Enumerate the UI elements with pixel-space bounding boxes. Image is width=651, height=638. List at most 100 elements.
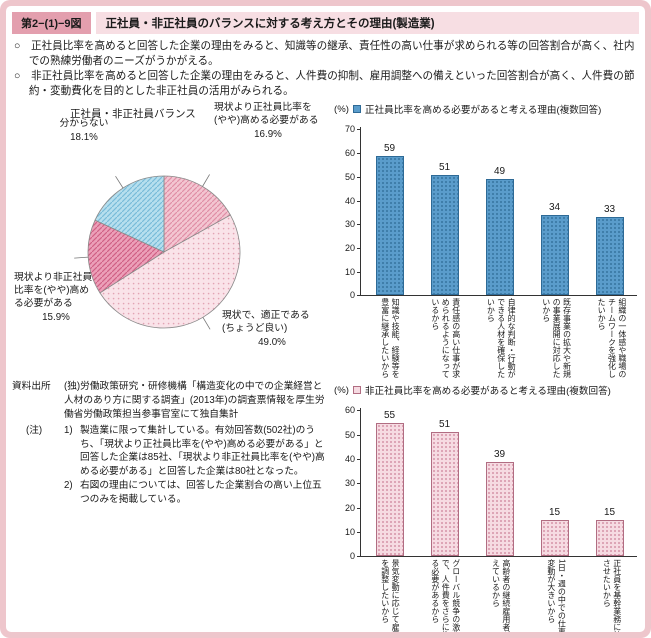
category-labels: 景気変動に応じて雇用量を調整したいから グローバル競争の激化等で、人件費をさらに抑… — [362, 559, 639, 632]
source-text: (独)労働政策研究・研修機構「構造変化の中での企業経営と人材のあり方に関する調査… — [64, 381, 325, 420]
bar — [595, 217, 624, 296]
source-label: 資料出所 — [12, 381, 51, 393]
y-tick-label: 50 — [344, 171, 355, 182]
legend-square-icon — [352, 386, 361, 395]
bar-chart-regular: (%) 正社員比率を高める必要があると考える理由(複数回答) 0 10 20 30 40… — [334, 102, 639, 380]
bar-value-label: 39 — [493, 448, 506, 460]
bar-value-label: 51 — [438, 161, 451, 173]
bar — [430, 174, 459, 296]
pie-leader-line — [202, 174, 210, 188]
note-text: 製造業に限って集計している。有効回答数(502社)のうち、「現状より正社員比率を… — [80, 424, 325, 478]
y-tick-label: 10 — [344, 266, 355, 277]
pie-slice — [99, 214, 241, 329]
y-tick-label: 0 — [349, 551, 355, 562]
bar — [430, 432, 459, 557]
pie-slice — [87, 220, 165, 294]
pie-label-text: 現状より正社員比率を(やや)高める必要がある — [214, 102, 319, 127]
y-axis — [360, 408, 361, 558]
pie-svg — [74, 174, 241, 330]
pie-label-appropriate: 現状で、適正である(ちょうど良い) 49.0% — [222, 310, 322, 349]
bar-value-label: 49 — [493, 166, 506, 178]
category-label: 知識や技能、経験等を豊富に継承したいから — [380, 298, 401, 379]
bar — [595, 519, 624, 557]
bar-value-label: 34 — [548, 201, 561, 213]
y-tick-mark — [357, 129, 360, 131]
y-tick-label: 30 — [344, 478, 355, 489]
category-label: 高齢者の継続雇用者が増えているから — [491, 559, 511, 632]
pie-label-raise-regular: 現状より正社員比率を(やや)高める必要がある 16.9% — [214, 102, 322, 141]
bar — [485, 179, 514, 296]
bar-value-label: 15 — [548, 506, 561, 518]
category-cell: 既存事業の拡大や新規の事業展開に対応したいから — [528, 298, 583, 380]
pie-label-pct: 18.1% — [70, 132, 98, 144]
category-cell: 景気変動に応じて雇用量を調整したいから — [362, 559, 417, 632]
figure-content: 正社員・非正社員バランス 現状より正社員比率を(やや)高める必要がある 16.9… — [12, 102, 639, 632]
category-cell: 自律的な判断・行動ができる人材を確保したいから — [473, 298, 528, 380]
category-cell: 組織の一体感や職場のチームワークを強化したいから — [584, 298, 639, 380]
y-tick-mark — [357, 434, 360, 436]
summary-bullets: ○ 正社員比率を高めると回答した企業の理由をみると、知識等の継承、責任性の高い仕… — [14, 39, 637, 98]
category-label: 景気変動に応じて雇用量を調整したいから — [380, 559, 401, 632]
pie-label-pct: 15.9% — [42, 311, 70, 323]
category-label: 組織の一体感や職場のチームワークを強化したいから — [597, 298, 627, 379]
category-label: 1日・週の中での仕事量の変動が大きいから — [546, 559, 567, 632]
chart-title: 非正社員比率を高める必要があると考える理由(複数回答) — [364, 386, 611, 398]
note-text: 右図の理由については、回答した企業割合の高い上位五つのみを掲載している。 — [80, 479, 322, 505]
bar — [375, 422, 404, 557]
y-tick-label: 10 — [344, 527, 355, 538]
y-tick-mark — [357, 224, 360, 226]
pie-chart: 正社員・非正社員バランス 現状より正社員比率を(やや)高める必要がある 16.9… — [12, 102, 334, 368]
bar — [485, 461, 514, 557]
note-number: 2) — [64, 479, 73, 491]
pie-label-text: 現状で、適正である(ちょうど良い) — [222, 310, 310, 335]
category-cell: 正社員を基幹業務に特化させたいから — [584, 559, 639, 632]
pie-label-raise-nonregular: 現状より非正社員比率を(やや)高める必要がある 15.9% — [14, 272, 98, 324]
bullet-text: 非正社員比率を高めると回答した企業の理由をみると、人件費の抑制、雇用調整への備え… — [28, 70, 635, 97]
category-cell: 責任感の高い仕事が求められるようになっているから — [417, 298, 472, 380]
category-cell: グローバル競争の激化等で、人件費をさらに抑える必要があるから — [417, 559, 472, 632]
pie-leader-line — [74, 257, 89, 259]
category-cell: 高齢者の継続雇用者が増えているから — [473, 559, 528, 632]
figure-inner: 第2−(1)−9図 正社員・非正社員のバランスに対する考え方とその理由(製造業)… — [6, 6, 645, 632]
pie-leader-line — [115, 176, 124, 189]
chart-head: (%) 非正社員比率を高める必要があると考える理由(複数回答) — [334, 383, 639, 398]
category-cell: 知識や技能、経験等を豊富に継承したいから — [362, 298, 417, 380]
y-tick-label: 60 — [344, 148, 355, 159]
pie-label-text: 分からない — [59, 118, 109, 130]
y-tick-mark — [357, 248, 360, 250]
chart-head: (%) 正社員比率を高める必要があると考える理由(複数回答) — [334, 102, 639, 117]
note-number: 1) — [64, 424, 73, 436]
y-tick-label: 20 — [344, 243, 355, 254]
notes-label: (注) — [26, 424, 43, 436]
y-tick-label: 60 — [344, 405, 355, 416]
category-label: 既存事業の拡大や新規の事業展開に対応したいから — [541, 298, 572, 379]
bar — [375, 155, 404, 296]
category-label: 自律的な判断・行動ができる人材を確保したいから — [486, 298, 517, 379]
legend-square-icon — [352, 105, 361, 114]
category-label: 正社員を基幹業務に特化させたいから — [602, 559, 622, 632]
y-tick-label: 30 — [344, 219, 355, 230]
bar — [540, 519, 569, 557]
y-tick-label: 0 — [349, 290, 355, 301]
pie-label-pct: 16.9% — [254, 128, 282, 140]
source-notes: 資料出所 (独)労働政策研究・研修機構「構造変化の中での企業経営と人材のあり方に… — [12, 380, 334, 506]
note-item-1: 1) 製造業に限って集計している。有効回答数(502社)のうち、「現状より正社員… — [64, 424, 326, 479]
note-item-2: 2) 右図の理由については、回答した企業割合の高い上位五つのみを掲載している。 — [64, 479, 326, 507]
bar-value-label: 15 — [603, 506, 616, 518]
figure-number-badge: 第2−(1)−9図 — [12, 12, 91, 34]
percent-unit: (%) — [334, 103, 349, 115]
bar-chart-nonregular: (%) 非正社員比率を高める必要があると考える理由(複数回答) 0 10 20 30 4… — [334, 383, 639, 632]
figure-header: 第2−(1)−9図 正社員・非正社員のバランスに対する考え方とその理由(製造業) — [12, 12, 639, 34]
y-tick-label: 50 — [344, 429, 355, 440]
right-column: (%) 正社員比率を高める必要があると考える理由(複数回答) 0 10 20 30 40… — [334, 102, 639, 632]
note-items: 1) 製造業に限って集計している。有効回答数(502社)のうち、「現状より正社員… — [64, 424, 326, 507]
y-tick-label: 40 — [344, 195, 355, 206]
pie-slice — [94, 176, 165, 254]
bar-value-label: 51 — [438, 419, 451, 431]
y-tick-mark — [357, 507, 360, 509]
category-cell: 1日・週の中での仕事量の変動が大きいから — [528, 559, 583, 632]
pie-leader-line — [202, 317, 211, 330]
pie-title: 正社員・非正社員バランス — [70, 108, 196, 121]
pie-label-unknown: 分からない 18.1% — [48, 118, 120, 144]
percent-unit: (%) — [334, 384, 349, 396]
